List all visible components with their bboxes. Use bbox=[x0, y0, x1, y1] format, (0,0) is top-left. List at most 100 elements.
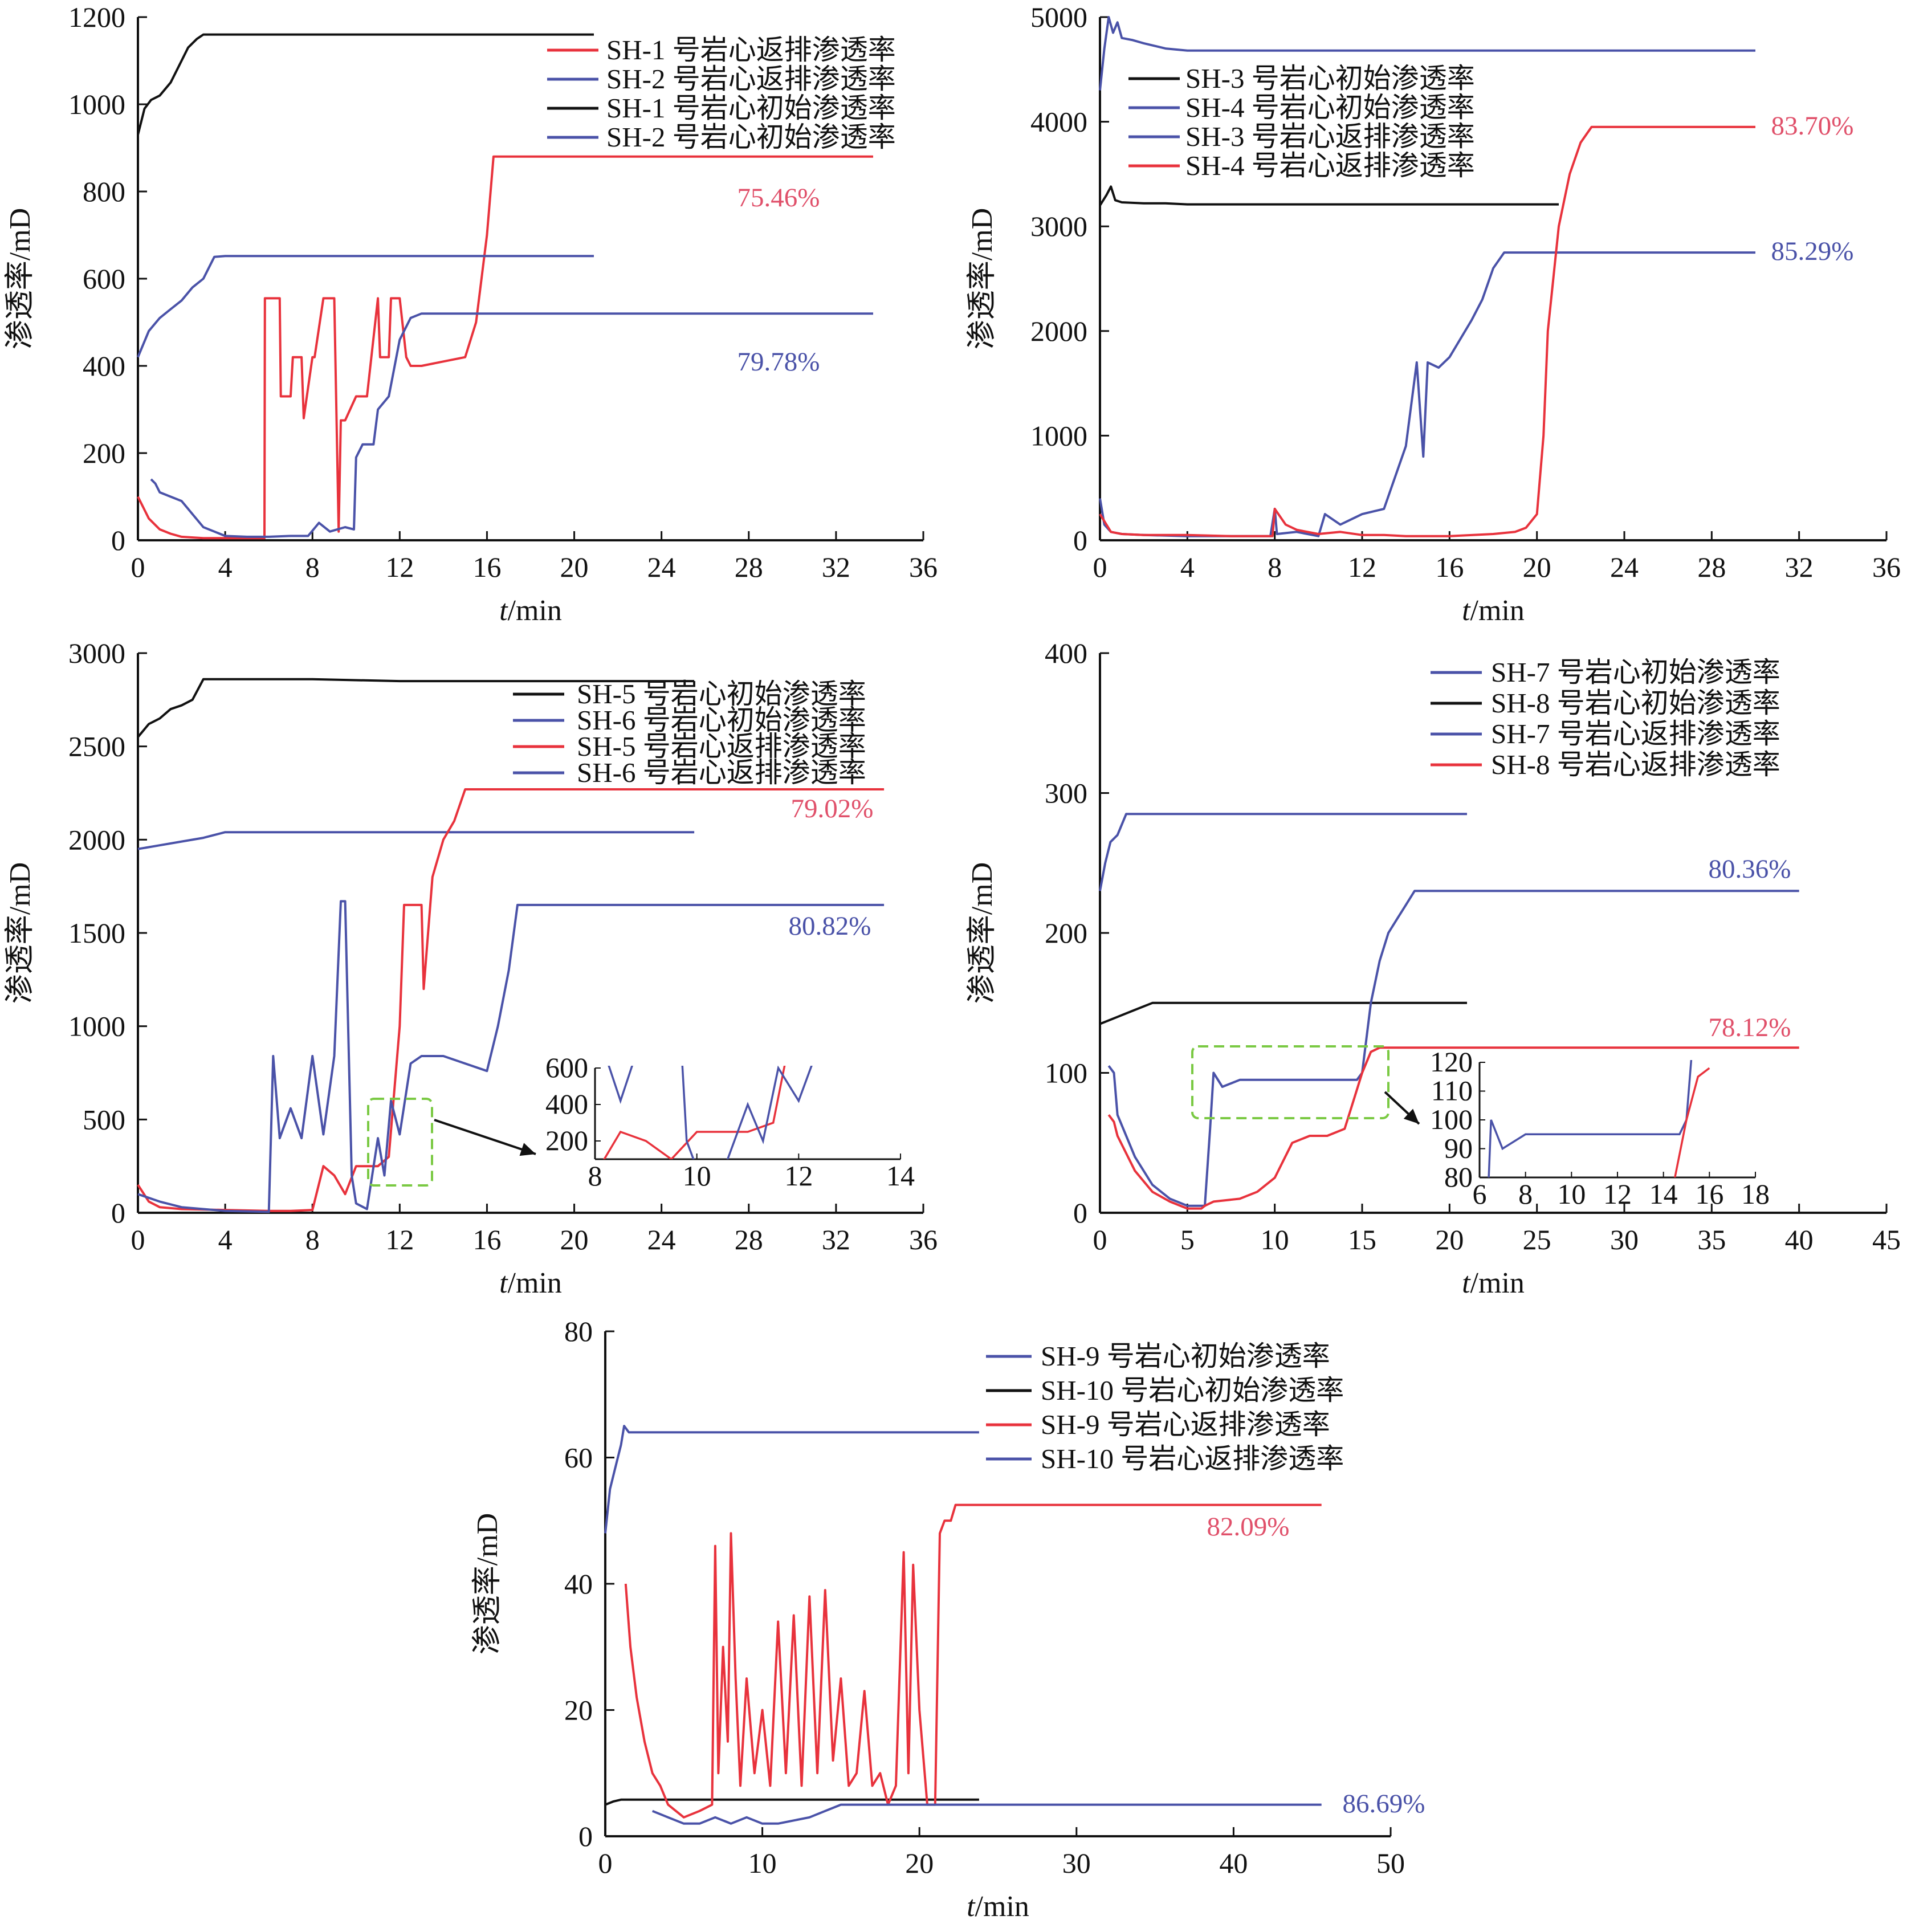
inset-x-tick-label: 12 bbox=[1603, 1178, 1632, 1210]
x-tick-label: 0 bbox=[131, 1224, 145, 1256]
series-line-3 bbox=[624, 1503, 1322, 1819]
recovery-annotation: 86.69% bbox=[1343, 1789, 1425, 1819]
x-tick-label: 35 bbox=[1697, 1224, 1726, 1256]
x-axis-label-var: t bbox=[967, 1890, 976, 1923]
inset-x-tick-label: 6 bbox=[1473, 1178, 1487, 1210]
x-tick-label: 5 bbox=[1180, 1224, 1195, 1256]
chart-panel-5: 0 10 20 30 40 50 0 20 40 60 80 t/min 渗透率/mD SH-9 号岩心初… bbox=[471, 1315, 1425, 1923]
chart-panel-1: 0 4 8 12 16 20 24 28 32 36 0 200 400 600 800 1000 1200 t/… bbox=[4, 1, 938, 627]
inset-plot-area bbox=[603, 1066, 813, 1159]
x-axis-label: t/min bbox=[499, 594, 562, 627]
inset-x-tick-label: 8 bbox=[588, 1160, 602, 1192]
y-tick-label: 300 bbox=[1045, 777, 1087, 809]
series-line-1 bbox=[1099, 813, 1467, 891]
y-tick-label: 100 bbox=[1045, 1057, 1087, 1089]
x-tick-label: 0 bbox=[131, 551, 145, 583]
legend-label: SH-7 号岩心返排渗透率 bbox=[1491, 718, 1780, 749]
inset-series-line-4 bbox=[608, 1066, 813, 1159]
x-tick-label: 4 bbox=[1180, 551, 1195, 583]
x-axis-label-unit: /min bbox=[1470, 1267, 1525, 1299]
recovery-annotation: 80.36% bbox=[1709, 854, 1791, 884]
x-tick-label: 16 bbox=[472, 1224, 501, 1256]
series-line-2 bbox=[1099, 16, 1755, 91]
recovery-annotation: 85.29% bbox=[1771, 237, 1854, 266]
x-tick-label: 36 bbox=[909, 1224, 938, 1256]
inset-series-line-4 bbox=[1674, 1067, 1710, 1177]
y-axis-label: 渗透率/mD bbox=[966, 208, 999, 349]
y-tick-label: 5000 bbox=[1030, 1, 1087, 33]
recovery-annotation: 79.78% bbox=[737, 347, 820, 377]
legend-label: SH-4 号岩心初始渗透率 bbox=[1185, 92, 1475, 123]
inset-plot-area bbox=[1488, 1060, 1710, 1177]
series-line-4 bbox=[137, 255, 594, 358]
series-line-1 bbox=[137, 155, 873, 540]
x-tick-label: 10 bbox=[1261, 1224, 1289, 1256]
series-line-3 bbox=[137, 33, 594, 135]
y-tick-label: 1000 bbox=[68, 1010, 125, 1042]
x-tick-label: 50 bbox=[1376, 1847, 1405, 1879]
series-line-4 bbox=[137, 900, 885, 1213]
y-tick-label: 200 bbox=[83, 437, 125, 469]
y-tick-label: 2000 bbox=[1030, 315, 1087, 347]
legend-label: SH-4 号岩心返排渗透率 bbox=[1185, 150, 1475, 181]
legend-label: SH-6 号岩心返排渗透率 bbox=[577, 757, 866, 788]
inset-x-tick-label: 14 bbox=[1649, 1178, 1678, 1210]
legend-label: SH-10 号岩心初始渗透率 bbox=[1041, 1375, 1344, 1406]
x-tick-label: 36 bbox=[909, 551, 938, 583]
y-tick-label: 400 bbox=[1045, 637, 1087, 669]
legend-label: SH-8 号岩心初始渗透率 bbox=[1491, 687, 1780, 719]
x-tick-label: 20 bbox=[560, 1224, 589, 1256]
y-tick-label: 1000 bbox=[68, 88, 125, 120]
legend-label: SH-9 号岩心初始渗透率 bbox=[1041, 1340, 1330, 1372]
y-tick-label: 3000 bbox=[68, 637, 125, 669]
inset-x-tick-label: 8 bbox=[1518, 1178, 1533, 1210]
y-tick-label: 0 bbox=[578, 1820, 593, 1852]
x-tick-label: 36 bbox=[1872, 551, 1901, 583]
chart-panel-4: 0 5 10 15 20 25 30 35 40 45 0 100 200 300 400 t/min 渗透率/… bbox=[966, 637, 1901, 1299]
x-axis-label-unit: /min bbox=[1470, 594, 1525, 627]
inset-series-line-3 bbox=[1488, 1060, 1693, 1177]
legend-label: SH-2 号岩心返排渗透率 bbox=[606, 63, 896, 95]
x-axis-label: t/min bbox=[1462, 1267, 1525, 1299]
y-axis-label: 渗透率/mD bbox=[4, 862, 36, 1004]
recovery-annotation: 83.70% bbox=[1771, 111, 1854, 141]
x-tick-label: 24 bbox=[647, 551, 676, 583]
x-axis-label-var: t bbox=[499, 594, 508, 627]
recovery-annotation: 78.12% bbox=[1709, 1013, 1791, 1042]
x-tick-label: 12 bbox=[1348, 551, 1376, 583]
y-axis-label: 渗透率/mD bbox=[471, 1513, 504, 1654]
y-axis-label: 渗透率/mD bbox=[966, 862, 999, 1004]
x-axis-label: t/min bbox=[967, 1890, 1029, 1923]
y-tick-label: 20 bbox=[564, 1694, 593, 1726]
y-tick-label: 1500 bbox=[68, 917, 125, 949]
recovery-annotation: 75.46% bbox=[737, 183, 820, 213]
x-tick-label: 4 bbox=[218, 551, 233, 583]
inset-x-tick-label: 14 bbox=[886, 1160, 915, 1192]
inset-x-tick-label: 18 bbox=[1741, 1178, 1770, 1210]
y-tick-label: 0 bbox=[111, 1197, 125, 1229]
y-tick-label: 0 bbox=[111, 524, 125, 556]
y-tick-label: 3000 bbox=[1030, 210, 1087, 242]
inset-x-tick-label: 10 bbox=[683, 1160, 711, 1192]
series-line-2 bbox=[1099, 1001, 1467, 1025]
legend-label: SH-3 号岩心返排渗透率 bbox=[1185, 121, 1475, 152]
legend-label: SH-5 号岩心初始渗透率 bbox=[577, 678, 866, 710]
x-tick-label: 28 bbox=[735, 1224, 763, 1256]
zoom-region-box bbox=[367, 1098, 433, 1187]
series-line-4 bbox=[1107, 1046, 1799, 1210]
legend-label: SH-8 号岩心返排渗透率 bbox=[1491, 749, 1780, 780]
chart-panel-3: 0 4 8 12 16 20 24 28 32 36 0 500 1000 1500 2000 2500 300… bbox=[4, 637, 938, 1299]
y-axis-label: 渗透率/mD bbox=[4, 208, 36, 349]
series-line-3 bbox=[1107, 890, 1799, 1207]
y-tick-label: 0 bbox=[1073, 524, 1087, 556]
inset-x-tick-label: 10 bbox=[1557, 1178, 1586, 1210]
x-tick-label: 32 bbox=[822, 1224, 850, 1256]
x-tick-label: 16 bbox=[472, 551, 501, 583]
x-axis-label-var: t bbox=[499, 1267, 508, 1299]
y-tick-label: 2000 bbox=[68, 824, 125, 855]
x-tick-label: 30 bbox=[1062, 1847, 1091, 1879]
recovery-annotation: 79.02% bbox=[791, 794, 874, 824]
